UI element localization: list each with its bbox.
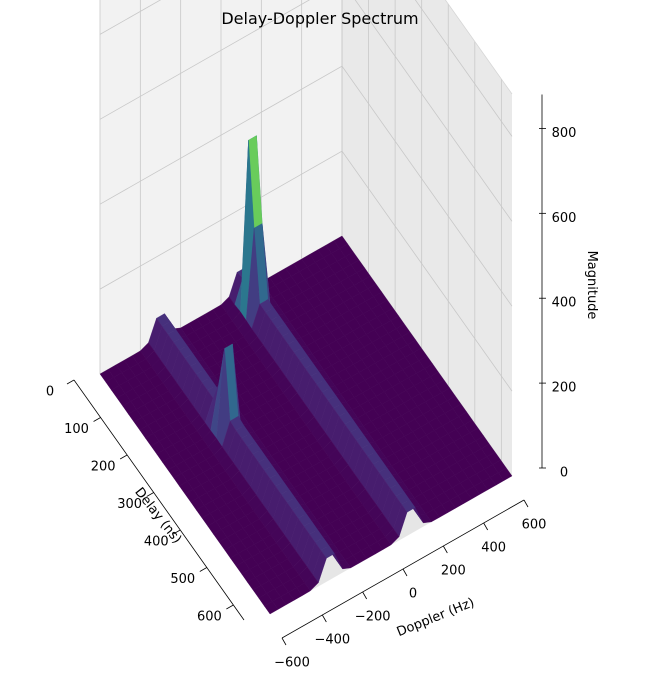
chart-title: Delay-Doppler Spectrum	[221, 9, 418, 28]
delay-tick-mark	[119, 454, 128, 460]
box-edge	[444, 0, 513, 95]
doppler-tick-mark	[281, 637, 287, 646]
doppler-tick-label: 400	[481, 541, 506, 556]
doppler-tick-label: 600	[522, 518, 547, 533]
surface-cell	[264, 601, 279, 615]
delay-tick-label: 600	[197, 610, 222, 625]
delay-tick-label: 500	[170, 572, 195, 587]
delay-tick-label: 400	[144, 535, 169, 550]
delay-tick-mark	[199, 567, 208, 572]
grid-line	[99, 0, 513, 222]
grid-line	[99, 0, 513, 137]
magnitude-tick-label: 600	[552, 211, 577, 226]
doppler-tick-mark	[523, 499, 529, 508]
doppler-tick-label: 200	[441, 564, 466, 579]
delay-axis-line	[73, 379, 245, 621]
back-pane-right	[342, 0, 512, 476]
doppler-tick-mark	[321, 614, 327, 623]
magnitude-tick-label: 800	[552, 126, 577, 141]
doppler-tick-mark	[442, 545, 448, 554]
magnitude-axis-label: Magnitude	[584, 251, 599, 320]
doppler-tick-label: −400	[314, 633, 350, 648]
delay-tick-label: 100	[64, 422, 89, 437]
axes-grid	[99, 0, 513, 477]
doppler-tick-label: −200	[355, 610, 391, 625]
magnitude-tick-label: 400	[552, 296, 577, 311]
delay-tick-mark	[146, 492, 154, 497]
doppler-tick-mark	[362, 591, 368, 600]
delay-tick-mark	[66, 379, 75, 385]
doppler-tick-mark	[402, 568, 408, 577]
magnitude-tick-label: 0	[560, 466, 568, 481]
doppler-tick-label: 0	[409, 587, 417, 602]
delay-tick-mark	[226, 604, 234, 610]
grid-line	[99, 150, 513, 392]
doppler-axis-label: Doppler (Hz)	[395, 595, 477, 640]
delay-tick-label: 200	[91, 460, 116, 475]
delay-tick-label: 300	[117, 497, 142, 512]
delay-tick-mark	[93, 417, 101, 422]
delay-tick-mark	[173, 529, 181, 535]
delay-tick-label: 0	[46, 385, 54, 400]
magnitude-tick-label: 200	[552, 381, 577, 396]
surface-plot	[99, 135, 513, 615]
doppler-tick-label: −600	[274, 656, 310, 671]
grid-line	[99, 65, 513, 307]
doppler-tick-mark	[483, 522, 489, 531]
